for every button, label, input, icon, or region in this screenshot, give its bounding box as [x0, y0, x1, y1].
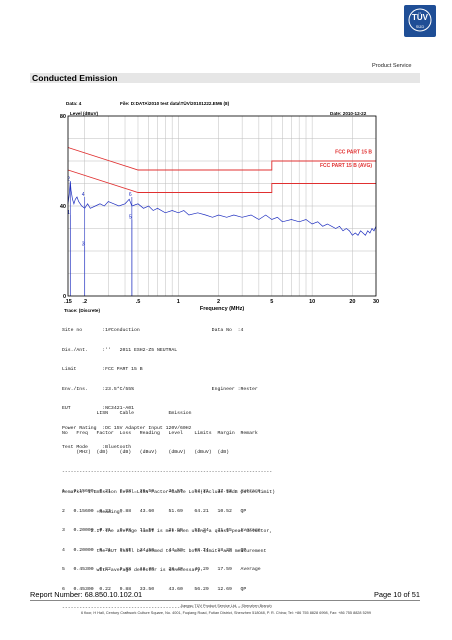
limit-label: FCC PART 15 B: [335, 150, 372, 156]
logo-mark: TÜV SÜD: [408, 8, 432, 32]
company-name: Jiangsu TÜV Product Service Ltd. – Shenz…: [180, 604, 272, 608]
footer-divider: [30, 600, 420, 601]
table-row: 1 0.15600 0.21 9.88 26.50 36.59 54.21 17…: [62, 489, 261, 494]
limit-line: [67, 147, 376, 171]
chart-trace-group: [67, 181, 377, 236]
table-rule: ----------------------------------------…: [62, 606, 273, 611]
page-number: Page 10 of 51: [373, 590, 420, 599]
table-row: 2 0.15600 0.21 9.88 43.60 51.69 64.21 10…: [62, 508, 247, 514]
chart-file: File: D:DATA\2010 test data\TÜV\20101222…: [120, 101, 230, 106]
x-tick-label: 10: [309, 299, 315, 305]
limit-label-avg: FCC PART 15 B (AVG): [320, 163, 372, 169]
chart-level-label: Level (dBuV): [70, 111, 99, 116]
y-tick-label: 40: [60, 204, 66, 210]
chart-ticks: .15 .2 .5 1 2 5 10 20 30 0 40 80: [60, 114, 379, 305]
table-header-line: No Freq Factor Loss Reading Level Limits…: [62, 430, 258, 436]
logo-sub: SÜD: [416, 24, 425, 29]
table-header-line: (MHz) (dB) (dB) (dBuV) (dBuV) (dBuV) (dB…: [62, 450, 229, 455]
marker-label: 4: [82, 192, 85, 198]
section-title: Conducted Emission: [32, 73, 118, 83]
chart-date: Date: 2010-12-22: [330, 111, 367, 116]
marker-label: 2: [67, 176, 70, 182]
info-line: Dis./Ant. :'' 2011 ESH2-Z5 NEUTRAL: [62, 347, 178, 353]
trace-label: Trace: (Discrete): [64, 308, 101, 313]
tuv-logo: TÜV SÜD: [404, 5, 436, 65]
info-line: Env./Ins. :23.5*C/55% Engineer :Rester: [62, 386, 258, 392]
x-tick-label: .5: [136, 299, 141, 305]
chart-data-no: Data: 4: [66, 101, 82, 106]
table-row: 4 0.20000 0.21 9.88 34.50 44.59 63.24 18…: [62, 547, 247, 553]
marker-label: 3: [82, 242, 85, 248]
chart-limit-lines: [67, 147, 376, 193]
y-tick-label: 0: [63, 294, 66, 300]
info-line: EUT :NC3421-A01: [62, 406, 134, 411]
x-tick-label: .2: [82, 299, 87, 305]
remark-line: 2.If the average limit is met when using…: [62, 529, 273, 534]
remark-line: Remarks: 1.Emission Level=LISN Factor+Ca…: [62, 490, 276, 495]
results-table: LISN Cable Emission No Freq Factor Loss …: [62, 398, 272, 619]
section-band: [30, 73, 420, 83]
logo-tagline: Product Service: [372, 63, 412, 69]
table-row: 6 0.45300 0.22 9.88 33.50 43.60 56.29 12…: [62, 586, 247, 592]
chart-grid: [67, 115, 377, 297]
x-tick-label: .15: [64, 299, 72, 305]
company-address: 6 floor, H Hall, Century Craftwork Cultu…: [80, 611, 372, 615]
x-tick-label: 20: [349, 299, 355, 305]
logo-text: TÜV: [412, 13, 429, 22]
info-line: Site no :1#Conduction Data No :4: [62, 328, 244, 333]
plot-border: [67, 115, 377, 297]
x-tick-label: 5: [270, 299, 273, 305]
remarks: Remarks: 1.Emission Level=LISN Factor+Ca…: [62, 477, 275, 581]
y-tick-label: 80: [60, 114, 66, 120]
limit-line: [67, 169, 376, 193]
table-header-line: LISN Cable Emission: [62, 411, 192, 416]
chart-markers: 1 2 3 4 5 6: [67, 176, 133, 296]
chart-axes: [67, 115, 377, 297]
info-line: Power Rating :DC 15V Adapter Input 120V/…: [62, 425, 192, 431]
report-number: Report Number: 68.850.10.102.01: [30, 590, 143, 599]
remark-line: the EUT shall be deemed to meet both lim…: [62, 548, 267, 554]
remark-line: +Reading.: [62, 509, 123, 515]
table-row: 3 0.20000 0.21 9.88 11.50 21.59 53.24 31…: [62, 528, 261, 533]
x-tick-label: 30: [373, 299, 379, 305]
marker-label: 1: [67, 210, 70, 216]
chart-labels: Frequency (MHz) FCC PART 15 B FCC PART 15 …: [200, 150, 373, 313]
trace-line: [67, 181, 377, 236]
remark-line: with average detector is unnecessary.: [62, 568, 204, 573]
info-block: Site no :1#Conduction Data No :4 Dis./An…: [62, 315, 258, 458]
table-row: 5 0.45300 0.22 9.88 18.30 28.40 46.29 17…: [62, 567, 261, 572]
x-tick-label: 1: [177, 299, 180, 305]
x-axis-label: Frequency (MHz): [200, 306, 244, 312]
table-rule: ----------------------------------------…: [62, 469, 273, 475]
marker-label: 5: [129, 215, 132, 221]
footer: Report Number: 68.850.10.102.01 Page 10 …: [30, 590, 420, 599]
emission-chart: 1 2 3 4 5 6 .15 .2 .5 1 2 5 10 20 30 0 40 80 Frequency (…: [60, 114, 379, 313]
x-tick-label: 2: [217, 299, 220, 305]
info-line: Test Mode :Bluetooth: [62, 445, 132, 450]
marker-label: 6: [129, 192, 132, 198]
info-line: Limit :FCC PART 15 B: [62, 367, 143, 372]
